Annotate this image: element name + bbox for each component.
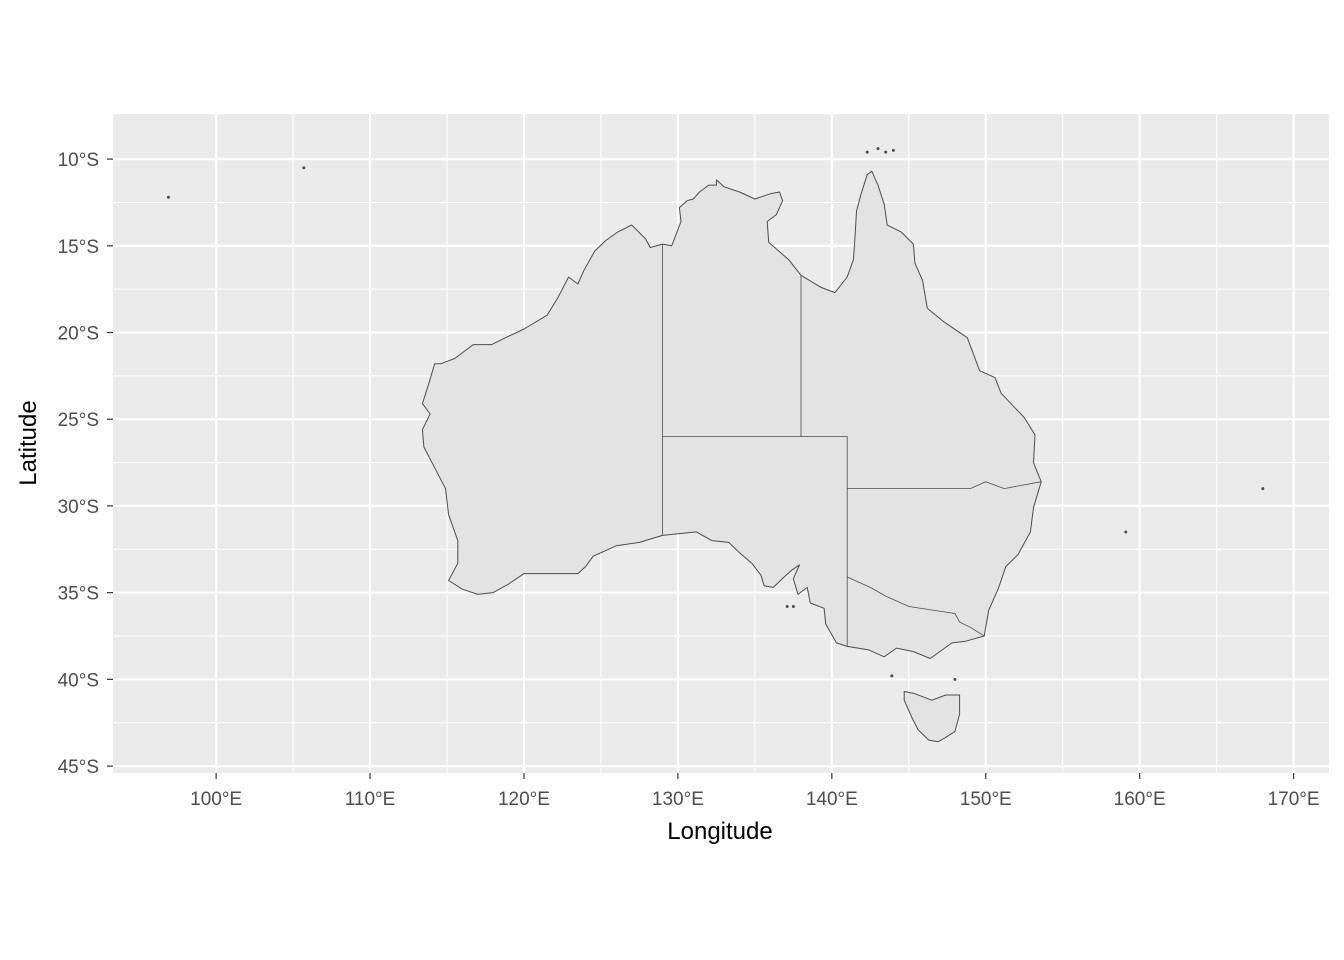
x-tick-label: 160°E [1114, 789, 1166, 810]
x-tick-label: 150°E [960, 789, 1012, 810]
island-dot [876, 147, 880, 151]
y-axis-ticks: 10°S 15°S 20°S 25°S 30°S 35°S 40°S 45°S [58, 150, 113, 778]
y-tick-label: 25°S [58, 410, 99, 431]
y-tick-label: 30°S [58, 497, 99, 518]
x-tick-label: 140°E [806, 789, 858, 810]
island-dot [791, 605, 795, 609]
small-islands [166, 147, 1265, 681]
y-tick-label: 40°S [58, 670, 99, 691]
y-tick-label: 45°S [58, 757, 99, 778]
x-tick-label: 110°E [345, 789, 396, 810]
y-tick-label: 35°S [58, 584, 99, 605]
state-border-line [847, 576, 985, 637]
island-dot [953, 677, 957, 681]
island-dot [1124, 530, 1128, 534]
tasmania-shape [903, 691, 961, 743]
x-tick-label: 100°E [190, 789, 242, 810]
island-dot [865, 150, 869, 154]
island-dot [166, 195, 170, 199]
island-dot [1261, 487, 1265, 491]
y-axis-title: Latitude [15, 400, 42, 485]
mainland-shape [421, 170, 1042, 659]
x-tick-label: 170°E [1268, 789, 1320, 810]
x-axis-title: Longitude [667, 818, 772, 845]
state-borders [662, 244, 1042, 647]
state-border-line [800, 275, 848, 647]
y-tick-label: 10°S [58, 150, 99, 171]
y-tick-label: 20°S [58, 324, 99, 345]
state-border-line [847, 481, 1042, 490]
island-dot [302, 166, 306, 170]
australia-landmass [421, 170, 1042, 743]
x-tick-label: 120°E [498, 789, 550, 810]
island-dot [884, 150, 888, 154]
island-dot [890, 674, 894, 678]
y-tick-label: 15°S [58, 237, 99, 258]
island-dot [891, 148, 895, 152]
x-tick-label: 130°E [652, 789, 704, 810]
island-dot [785, 605, 789, 609]
x-axis-ticks: 100°E 110°E 120°E 130°E 140°E 150°E 160°E 170°E [190, 773, 1320, 810]
